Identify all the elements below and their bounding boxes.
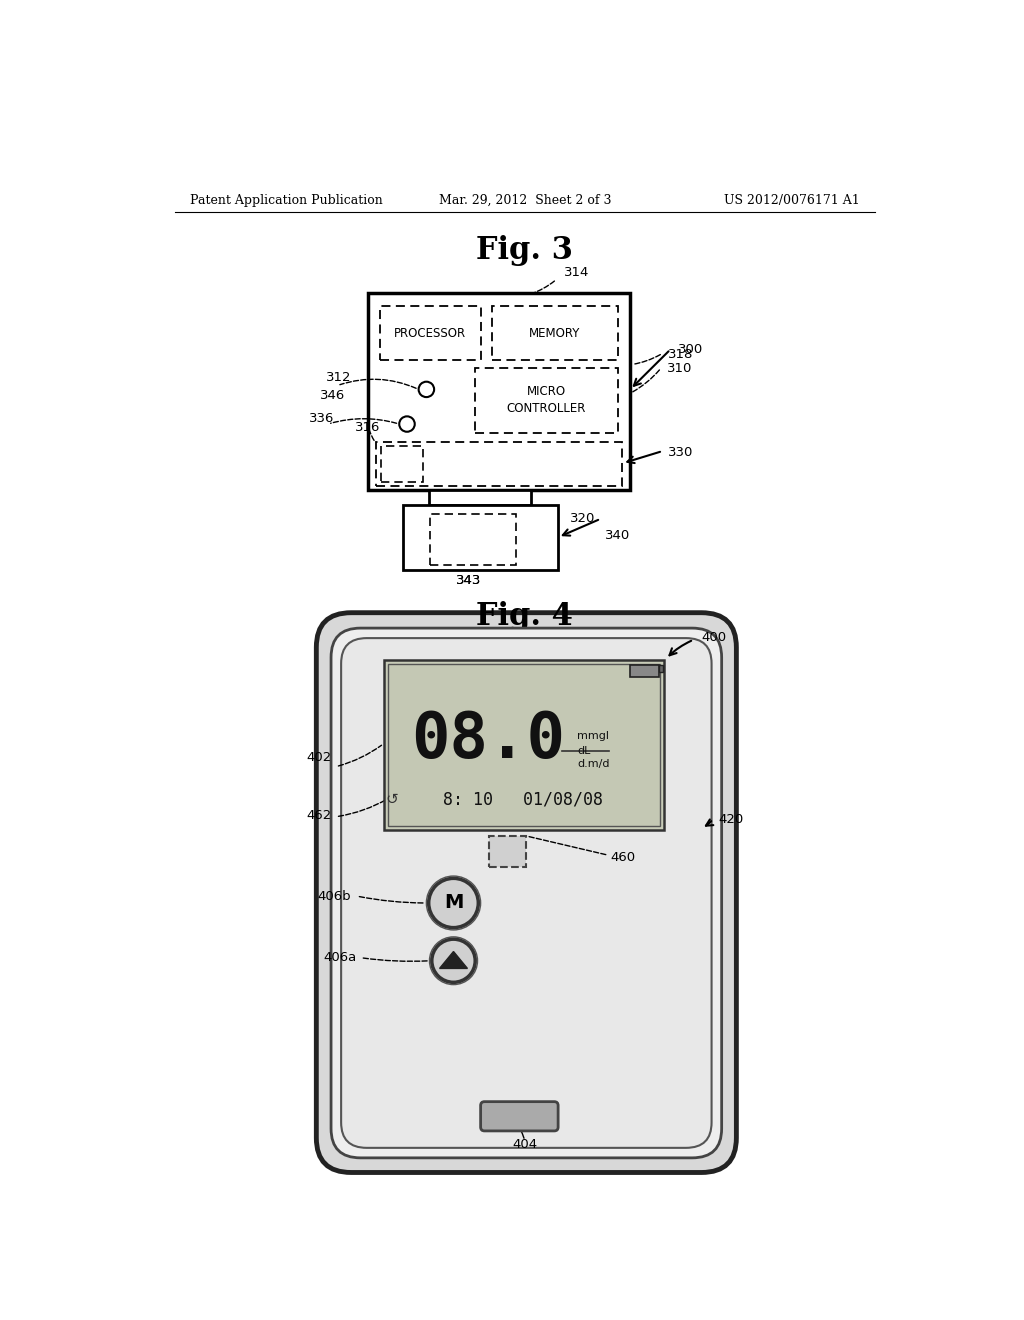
Text: 300: 300 bbox=[678, 343, 703, 356]
Text: 310: 310 bbox=[667, 362, 692, 375]
Text: 312: 312 bbox=[327, 371, 352, 384]
FancyBboxPatch shape bbox=[388, 664, 660, 826]
Text: M: M bbox=[443, 894, 463, 912]
Bar bbox=[429, 490, 531, 506]
Bar bbox=[430, 515, 515, 565]
Bar bbox=[403, 506, 558, 570]
Bar bbox=[380, 306, 480, 360]
Bar bbox=[630, 665, 658, 677]
Text: 346: 346 bbox=[321, 389, 345, 403]
FancyBboxPatch shape bbox=[316, 612, 736, 1172]
Bar bbox=[475, 368, 617, 433]
Text: 08.0: 08.0 bbox=[412, 709, 565, 771]
Text: Mar. 29, 2012  Sheet 2 of 3: Mar. 29, 2012 Sheet 2 of 3 bbox=[438, 194, 611, 207]
Text: mmgl: mmgl bbox=[578, 731, 609, 741]
Text: ↺: ↺ bbox=[385, 792, 398, 807]
Text: d.m/d: d.m/d bbox=[578, 759, 610, 770]
Text: MICRO
CONTROLLER: MICRO CONTROLLER bbox=[507, 385, 586, 416]
FancyBboxPatch shape bbox=[341, 638, 712, 1148]
Text: 402: 402 bbox=[306, 751, 332, 764]
Polygon shape bbox=[439, 952, 467, 969]
Text: dL: dL bbox=[578, 746, 591, 756]
Text: 462: 462 bbox=[306, 809, 332, 822]
Bar bbox=[493, 306, 617, 360]
Text: 340: 340 bbox=[604, 529, 630, 543]
Text: 400: 400 bbox=[701, 631, 727, 644]
Circle shape bbox=[429, 878, 478, 928]
FancyBboxPatch shape bbox=[480, 1102, 558, 1131]
Text: Patent Application Publication: Patent Application Publication bbox=[190, 194, 383, 207]
Bar bbox=[658, 665, 663, 672]
Circle shape bbox=[432, 940, 475, 982]
Text: 318: 318 bbox=[669, 348, 693, 362]
FancyBboxPatch shape bbox=[331, 628, 722, 1158]
Text: 8: 10   01/08/08: 8: 10 01/08/08 bbox=[443, 791, 603, 808]
Text: 460: 460 bbox=[610, 851, 635, 865]
Text: 404: 404 bbox=[512, 1138, 538, 1151]
Text: 336: 336 bbox=[308, 412, 334, 425]
Text: 406a: 406a bbox=[324, 952, 356, 964]
Text: 314: 314 bbox=[564, 265, 590, 279]
Text: US 2012/0076171 A1: US 2012/0076171 A1 bbox=[724, 194, 859, 207]
Text: 330: 330 bbox=[669, 446, 693, 459]
Text: MEMORY: MEMORY bbox=[529, 326, 581, 339]
Text: 343: 343 bbox=[457, 574, 481, 587]
Bar bbox=[489, 836, 526, 867]
Text: 406b: 406b bbox=[317, 890, 351, 903]
Text: Fig. 3: Fig. 3 bbox=[476, 235, 573, 267]
FancyBboxPatch shape bbox=[384, 660, 665, 830]
Text: PROCESSOR: PROCESSOR bbox=[394, 326, 466, 339]
Bar bbox=[369, 293, 630, 490]
Text: 420: 420 bbox=[719, 813, 743, 825]
Bar bbox=[381, 446, 423, 482]
Text: 316: 316 bbox=[355, 421, 381, 434]
Text: 320: 320 bbox=[569, 512, 595, 525]
Text: Fig. 4: Fig. 4 bbox=[476, 601, 573, 632]
Bar bbox=[376, 442, 623, 486]
Text: 343: 343 bbox=[457, 574, 481, 587]
